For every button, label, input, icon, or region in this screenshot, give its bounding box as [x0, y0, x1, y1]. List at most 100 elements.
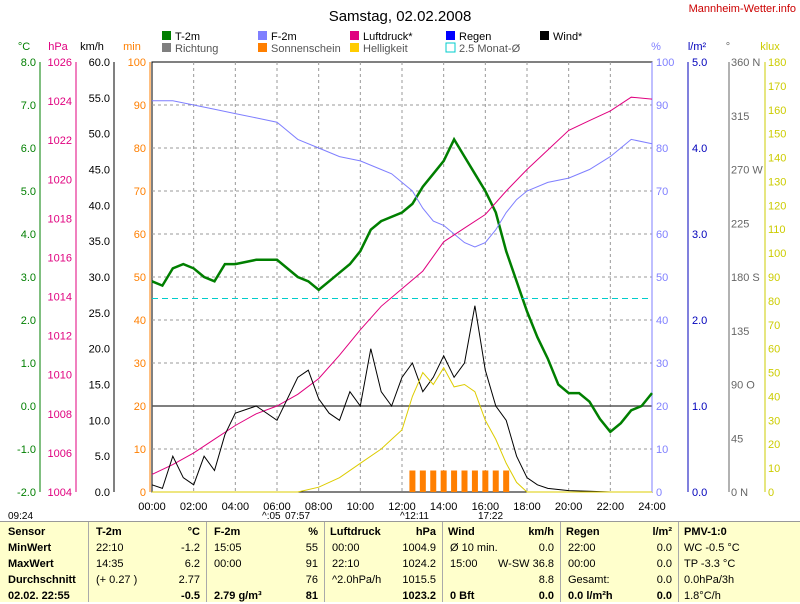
- wind-tick: 30.0: [89, 272, 110, 284]
- row-max-label: MaxWert: [8, 558, 54, 570]
- brightness-tick: 70: [768, 320, 780, 332]
- brightness-tick: 130: [768, 176, 786, 188]
- wind-tick: 15.0: [89, 380, 110, 392]
- wind-max-time: 15:00: [450, 558, 478, 570]
- pmv-tp: TP -3.3 °C: [684, 558, 736, 570]
- rain-cur: 0.0: [656, 590, 672, 602]
- rain-2: 0.0: [656, 558, 672, 570]
- brightness-tick: 120: [768, 200, 786, 212]
- pressure-tick: 1024: [48, 96, 72, 108]
- hum-max-time: 00:00: [214, 558, 242, 570]
- minutes-tick: 0: [140, 487, 146, 499]
- x-tick: 06:00: [263, 501, 291, 513]
- temp-trend: (+ 0.27 ): [96, 574, 138, 586]
- series-wind-: [151, 305, 652, 493]
- wind-tick: 55.0: [89, 93, 110, 105]
- hum-cur: 81: [305, 590, 318, 602]
- weather-chart: 8.07.06.05.04.03.02.01.00.0-1.0-2.0°C102…: [17, 3, 796, 513]
- wind-bft: 0 Bft: [450, 590, 475, 602]
- axes: 8.07.06.05.04.03.02.01.00.0-1.0-2.0°C102…: [17, 41, 786, 513]
- legend-label: 2.5 Monat-Ø: [459, 43, 521, 55]
- sunshine-bar: [409, 470, 416, 492]
- press-max-time: 22:10: [332, 558, 360, 570]
- hdr-hum-unit: %: [308, 526, 318, 538]
- legend-swatch: [162, 43, 171, 52]
- rain-tick: 0.0: [692, 487, 707, 499]
- temp-tick: 6.0: [21, 143, 36, 155]
- rain-tick: 2.0: [692, 315, 707, 327]
- brightness-tick: 140: [768, 153, 786, 165]
- legend-label: F-2m: [271, 31, 297, 43]
- hdr-wind: Wind: [448, 526, 475, 538]
- temp-tick: 7.0: [21, 100, 36, 112]
- wind-unit: km/h: [80, 41, 104, 53]
- legend-label: Richtung: [175, 43, 218, 55]
- hum-max: 91: [305, 558, 318, 570]
- brightness-tick: 110: [768, 224, 786, 236]
- sunset-label: 17:22: [478, 511, 504, 522]
- temp-tick: 4.0: [21, 229, 36, 241]
- hum-min: 55: [305, 542, 318, 554]
- brightness-tick: 30: [768, 415, 780, 427]
- legend-swatch: [258, 43, 267, 52]
- x-tick: 10:00: [347, 501, 375, 513]
- wind-avg: 8.8: [538, 574, 554, 586]
- wind-cur: 0.0: [538, 590, 554, 602]
- sunshine-bar: [430, 470, 437, 492]
- sunshine-bar: [440, 470, 447, 492]
- wind-tick: 20.0: [89, 344, 110, 356]
- sunrise-left-label: 09:24: [8, 511, 34, 522]
- rain-rate: 0.0 l/m²h: [568, 590, 613, 602]
- wind-tick: 60.0: [89, 57, 110, 69]
- minutes-tick: 10: [134, 444, 146, 456]
- temp-min: -1.2: [181, 542, 200, 554]
- brightness-tick: 60: [768, 344, 780, 356]
- col-temp: T-2m °C 22:10 -1.2 14:35 6.2 (+ 0.27 ) 2.77 …: [88, 522, 207, 602]
- temp-unit: °C: [18, 41, 30, 53]
- series-layer: [151, 96, 653, 493]
- temp-tick: -2.0: [17, 487, 36, 499]
- pressure-tick: 1006: [48, 448, 72, 460]
- legend-label: Regen: [459, 31, 491, 43]
- legend-swatch: [445, 42, 456, 53]
- sunshine-bar: [451, 470, 458, 492]
- brightness-tick: 0: [768, 487, 774, 499]
- temp-max-time: 14:35: [96, 558, 124, 570]
- pressure-tick: 1004: [48, 487, 72, 499]
- press-cur: 1023.2: [402, 590, 436, 602]
- hdr-hum: F-2m: [214, 526, 241, 538]
- minutes-tick: 60: [134, 229, 146, 241]
- direction-tick: 315: [731, 111, 749, 123]
- brightness-tick: 80: [768, 296, 780, 308]
- col-hum: F-2m% 15:05 55 00:00 91 76 2.79 g/m³ 81: [206, 522, 325, 602]
- rain-1: 0.0: [656, 542, 672, 554]
- x-tick: 20:00: [555, 501, 583, 513]
- pmv-wc: WC -0.5 °C: [684, 542, 740, 554]
- legend-label: Helligkeit: [363, 43, 408, 55]
- x-tick: 02:00: [180, 501, 208, 513]
- direction-tick: 225: [731, 218, 749, 230]
- pressure-tick: 1020: [48, 174, 72, 186]
- hdr-press-unit: hPa: [415, 526, 436, 538]
- hdr-wind-unit: km/h: [528, 526, 554, 538]
- hdr-temp-unit: °C: [187, 526, 200, 538]
- pressure-tick: 1018: [48, 213, 72, 225]
- direction-tick: 180 S: [731, 272, 760, 284]
- temp-tick: 5.0: [21, 186, 36, 198]
- temp-cur: -0.5: [181, 590, 200, 602]
- minutes-tick: 80: [134, 143, 146, 155]
- brightness-tick: 50: [768, 368, 780, 380]
- hum-avg: 76: [305, 574, 318, 586]
- temp-avg: 2.77: [178, 574, 200, 586]
- humidity-tick: 80: [656, 143, 668, 155]
- minutes-tick: 30: [134, 358, 146, 370]
- brightness-tick: 90: [768, 272, 780, 284]
- brightness-tick: 10: [768, 463, 780, 475]
- plot-grid: [151, 61, 653, 493]
- legend-label: Wind*: [553, 31, 583, 43]
- legend-swatch: [258, 31, 267, 40]
- pressure-tick: 1012: [48, 331, 72, 343]
- x-tick: 14:00: [430, 501, 458, 513]
- summary-table: Sensor MinWert MaxWert Durchschnitt 02.0…: [0, 521, 800, 602]
- humidity-tick: 100: [656, 57, 674, 69]
